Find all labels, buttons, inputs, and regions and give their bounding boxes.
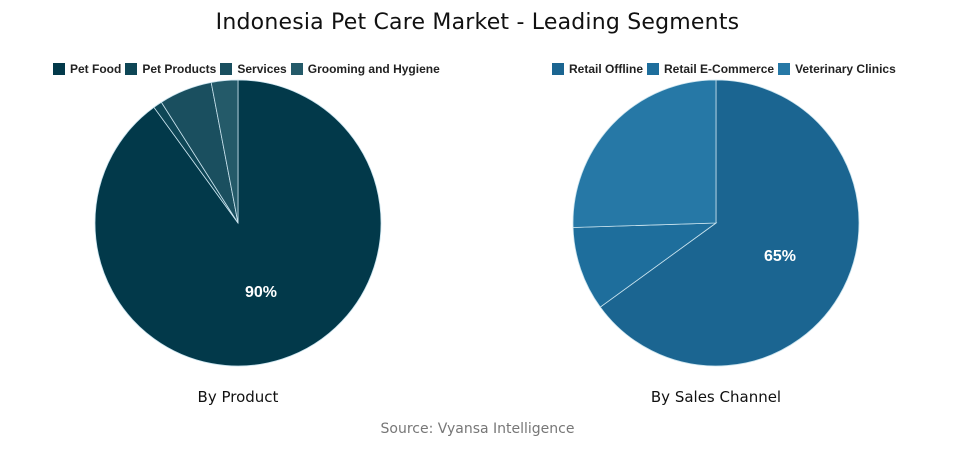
source-note: Source: Vyansa Intelligence xyxy=(380,421,575,437)
slice-label: 65% xyxy=(764,248,796,265)
pie-product-svg: 90% xyxy=(94,79,382,367)
pie-chart-sales-channel: 65% xyxy=(571,78,861,368)
pie-slice xyxy=(210,79,239,224)
legend-product: Pet Food Pet Products Services Grooming and… xyxy=(53,62,444,76)
legend-item: Veterinary Clinics xyxy=(778,62,896,76)
legend-label: Grooming and Hygiene xyxy=(307,62,440,76)
legend-swatch xyxy=(53,63,65,75)
chart-title: Indonesia Pet Care Market - Leading Segm… xyxy=(215,10,740,35)
legend-swatch xyxy=(125,63,138,75)
slice-label: 90% xyxy=(245,284,277,301)
legend-label: Retail E-Commerce xyxy=(664,62,775,76)
legend-swatch xyxy=(552,63,564,75)
legend-label: Veterinary Clinics xyxy=(795,62,896,76)
legend-label: Services xyxy=(237,62,287,76)
legend-swatch xyxy=(220,63,233,75)
pie-chart-product: 90% xyxy=(93,78,383,368)
legend-item: Pet Products xyxy=(125,62,216,76)
legend-item: Retail Offline xyxy=(552,62,643,76)
pie-slice xyxy=(599,79,860,367)
legend-item: Pet Food xyxy=(53,62,121,76)
legend-swatch xyxy=(647,63,660,75)
legend-sales-channel: Retail Offline Retail E-Commerce Veterinar… xyxy=(552,62,900,76)
legend-item: Retail E-Commerce xyxy=(647,62,774,76)
legend-label: Pet Products xyxy=(142,62,217,76)
legend-item: Grooming and Hygiene xyxy=(290,62,440,76)
subtitle-product: By Product xyxy=(197,388,279,406)
pie-sales-channel-svg: 65% xyxy=(572,79,860,367)
pie-slice xyxy=(572,79,717,228)
legend-swatch xyxy=(290,63,303,75)
legend-swatch xyxy=(778,63,791,75)
pie-slice xyxy=(572,222,718,308)
legend-item: Services xyxy=(220,62,287,76)
legend-label: Retail Offline xyxy=(569,62,644,76)
subtitle-sales-channel: By Sales Channel xyxy=(650,388,782,406)
legend-label: Pet Food xyxy=(70,62,122,76)
